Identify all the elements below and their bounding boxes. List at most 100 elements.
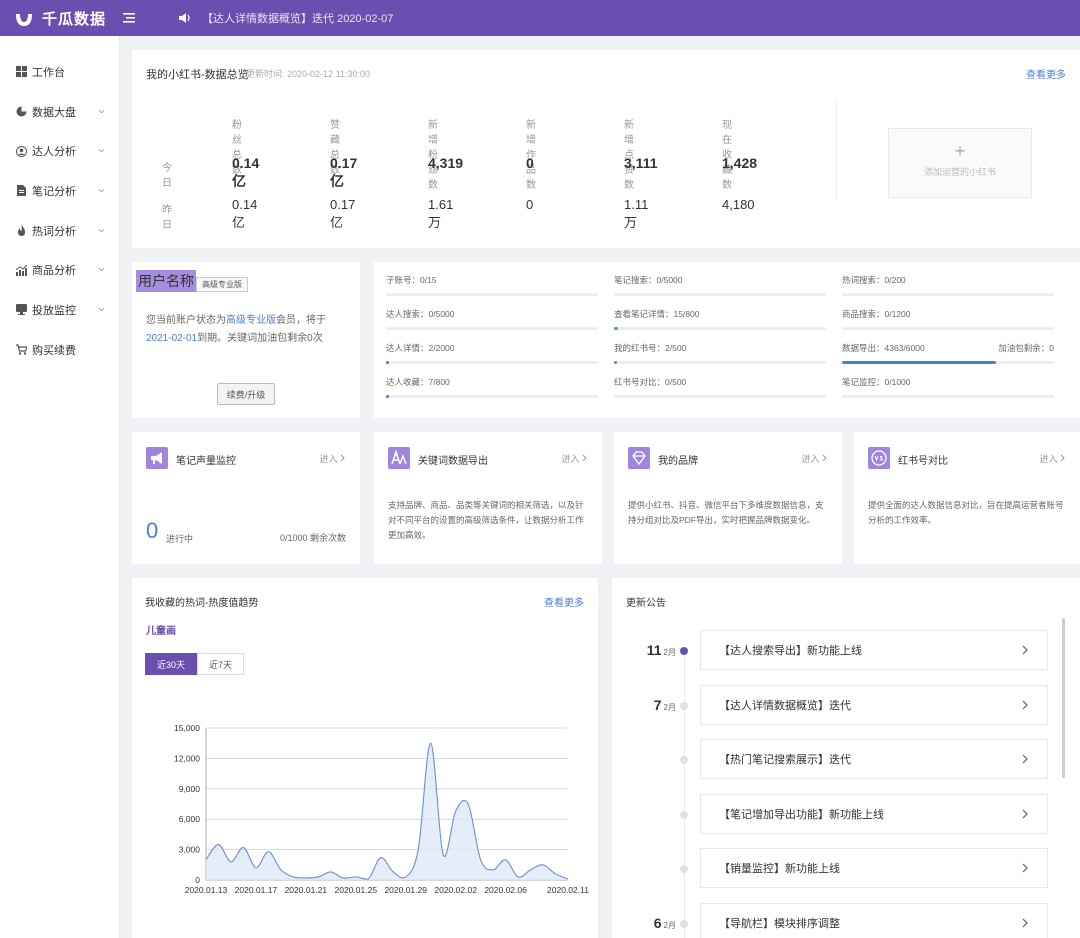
timeline-dot <box>680 701 688 710</box>
sidebar: 工作台数据大盘达人分析笔记分析 热词分析商品分析投放监控 购买续费 <box>0 36 120 938</box>
font-icon <box>388 447 410 469</box>
today-value: 0.14亿 <box>232 155 260 189</box>
quota-label: 笔记监控：0/1000 <box>842 377 911 387</box>
cart-icon <box>16 344 27 355</box>
today-value: 0.17亿 <box>330 155 358 189</box>
quota-item: 热词搜索：0/200 <box>842 274 1054 296</box>
chevron-down-icon <box>98 307 105 312</box>
news-link[interactable]: 【达人搜索导出】新功能上线 <box>700 630 1048 670</box>
news-link[interactable]: 【热门笔记搜索展示】迭代 <box>700 739 1048 779</box>
feature-card-note-monitor[interactable]: 笔记声量监控 进入 0 进行中 0/1000 剩余次数 <box>132 432 360 564</box>
enter-link[interactable]: 进入 <box>319 452 346 465</box>
news-day: 11 <box>646 642 662 658</box>
keyword-tab[interactable]: 儿童画 <box>146 626 176 637</box>
sidebar-item[interactable]: 笔记分析 <box>0 171 119 211</box>
chevron-right-icon <box>340 454 345 462</box>
y-tick-label: 3,000 <box>179 845 201 855</box>
news-text: 【导航栏】模块排序调整 <box>719 917 840 930</box>
tab-7-days[interactable]: 近7天 <box>197 653 245 675</box>
news-text: 【笔记增加导出功能】新功能上线 <box>719 808 884 821</box>
x-tick-label: 2020.01.29 <box>384 885 427 895</box>
news-link[interactable]: 【笔记增加导出功能】新功能上线 <box>700 793 1048 834</box>
sidebar-item[interactable]: 达人分析 <box>0 131 119 171</box>
sidebar-item-label: 商品分析 <box>32 265 76 278</box>
today-value: 4,319 <box>428 155 464 171</box>
quota-item: 笔记监控：0/1000 <box>842 376 1054 398</box>
sidebar-item-label: 达人分析 <box>32 146 76 159</box>
quota-label: 查看笔记详情：15/800 <box>614 309 700 319</box>
quota-progress-fill <box>614 327 619 330</box>
news-day: 6 <box>653 914 662 931</box>
sidebar-item[interactable]: 投放监控 <box>0 290 119 330</box>
sidebar-item[interactable]: 购买续费 <box>0 330 119 370</box>
quota-progress-bar <box>614 327 826 330</box>
quota-progress-bar <box>842 327 1054 330</box>
quota-label: 笔记搜索：0/5000 <box>614 275 683 285</box>
quota-label: 热词搜索：0/200 <box>842 275 906 285</box>
timeline-dot <box>680 647 688 655</box>
news-scrollbar[interactable] <box>1062 618 1065 778</box>
megaphone-icon <box>146 447 168 469</box>
chevron-down-icon <box>98 228 105 233</box>
monitor-icon <box>16 304 27 316</box>
add-account-button[interactable]: + 添加运营的小红书 <box>888 128 1032 198</box>
sidebar-item[interactable]: 商品分析 <box>0 250 119 290</box>
sidebar-item-label: 工作台 <box>32 66 65 79</box>
quota-progress-bar <box>614 395 826 398</box>
quota-progress-fill <box>614 361 617 364</box>
quota-progress-bar <box>842 361 1054 364</box>
news-link[interactable]: 【销量监控】新功能上线 <box>700 848 1048 888</box>
fire-icon <box>18 225 25 237</box>
news-link[interactable]: 【达人详情数据概览】迭代 <box>700 684 1048 725</box>
chevron-right-icon <box>1022 645 1028 655</box>
series-area <box>206 743 568 880</box>
enter-link[interactable]: 进入 <box>1039 452 1066 465</box>
quota-item: 商品搜索：0/1200 <box>842 308 1054 330</box>
quota-item: 笔记搜索：0/5000 <box>614 274 826 296</box>
quota-item: 查看笔记详情：15/800 <box>614 308 826 330</box>
sidebar-item[interactable]: 数据大盘 <box>0 92 119 132</box>
chevron-down-icon <box>98 109 105 113</box>
enter-link[interactable]: 进入 <box>561 452 588 465</box>
quota-progress-fill <box>386 395 389 398</box>
news-item: 6 2月 【导航栏】模块排序调整 <box>612 902 1080 938</box>
feature-card-my-brand[interactable]: 我的品牌 进入 提供小红书、抖音、微信平台下多维度数据信息，支持分组对比及PDF… <box>614 432 842 564</box>
user-name: 用户名称 <box>136 270 196 292</box>
feature-title: 我的品牌 <box>658 456 698 467</box>
quota-label: 商品搜索：0/1200 <box>842 309 911 319</box>
feature-desc: 提供全面的达人数据信息对比，旨在提高运营者账号分析的工作效率。 <box>868 500 1064 525</box>
yesterday-value: 0.14亿 <box>232 197 258 230</box>
sidebar-item[interactable]: 工作台 <box>0 52 119 92</box>
quota-progress-fill <box>386 361 389 364</box>
trend-title: 我收藏的热词-热度值趋势 <box>145 598 259 609</box>
feature-card-keyword-export[interactable]: 关键词数据导出 进入 支持品牌、商品、品类等关键词的相关筛选，以及针对不同平台的… <box>374 432 602 564</box>
chevron-right-icon <box>1060 454 1065 462</box>
status-text-part: 会员，将于 <box>276 315 326 326</box>
notice-ticker[interactable]: 【达人详情数据概览】迭代 2020-02-07 <box>202 13 394 25</box>
yesterday-value: 1.11万 <box>624 197 649 230</box>
y-tick-label: 0 <box>195 875 200 885</box>
quota-label: 达人收藏：7/800 <box>386 377 450 387</box>
divider <box>836 100 837 200</box>
plan-link[interactable]: 高级专业版 <box>226 315 276 326</box>
overview-more-link[interactable]: 查看更多 <box>1026 70 1066 81</box>
chevron-right-icon <box>1022 918 1028 927</box>
menu-toggle-icon[interactable] <box>122 11 136 25</box>
timeline-dot <box>680 756 688 764</box>
pie-icon <box>16 106 27 117</box>
quota-label: 子账号：0/15 <box>386 275 437 285</box>
quota-progress-bar <box>386 361 598 364</box>
news-text: 【达人搜索导出】新功能上线 <box>719 645 862 657</box>
renew-upgrade-button[interactable]: 续费/升级 <box>217 383 275 405</box>
y-tick-label: 6,000 <box>179 814 201 824</box>
feature-card-account-compare[interactable]: 红书号对比 进入 提供全面的达人数据信息对比，旨在提高运营者账号分析的工作效率。 <box>854 432 1080 564</box>
news-link[interactable]: 【导航栏】模块排序调整 <box>700 902 1048 938</box>
yesterday-value: 4,180 <box>722 197 755 212</box>
logo[interactable]: 千瓜数据 <box>14 8 106 29</box>
sidebar-item[interactable]: 热词分析 <box>0 211 119 251</box>
tab-30-days[interactable]: 近30天 <box>145 653 198 675</box>
enter-link[interactable]: 进入 <box>801 452 828 465</box>
news-date: 7 2月 <box>626 697 676 713</box>
quota-label: 达人搜索：0/5000 <box>386 309 455 319</box>
trend-more-link[interactable]: 查看更多 <box>544 598 584 609</box>
